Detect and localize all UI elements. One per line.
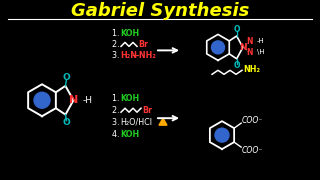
Text: 3.: 3. [112,51,122,60]
Text: Br: Br [138,40,148,49]
Circle shape [34,92,50,108]
Text: Gabriel Synthesis: Gabriel Synthesis [71,3,249,21]
Text: N: N [69,95,78,105]
Text: H₂N: H₂N [120,51,137,60]
Text: N: N [247,37,253,46]
Text: O: O [63,73,70,82]
Text: COO⁻: COO⁻ [242,146,263,155]
Text: KOH: KOH [120,29,139,38]
Text: 3.: 3. [112,118,122,127]
Polygon shape [159,118,167,125]
Circle shape [215,128,229,142]
Text: O: O [233,24,240,33]
Text: 1.: 1. [112,94,122,103]
Text: 2.: 2. [112,106,122,115]
Text: 4.: 4. [112,130,122,139]
Text: -H: -H [257,38,265,44]
Text: H₂O/HCl: H₂O/HCl [120,118,152,127]
Text: N: N [239,43,247,52]
Text: COO⁻: COO⁻ [242,116,263,125]
Text: \H: \H [257,49,264,55]
Text: NH₂: NH₂ [243,65,260,74]
Text: -H: -H [83,96,92,105]
Text: KOH: KOH [120,94,139,103]
Text: O: O [63,118,70,127]
Text: 2.: 2. [112,40,122,49]
Text: N: N [247,48,253,57]
Text: Br: Br [142,106,152,115]
Text: O: O [233,61,240,70]
Text: 1.: 1. [112,29,122,38]
Circle shape [212,41,225,54]
Text: —NH₂: —NH₂ [132,51,157,60]
Text: KOH: KOH [120,130,139,139]
